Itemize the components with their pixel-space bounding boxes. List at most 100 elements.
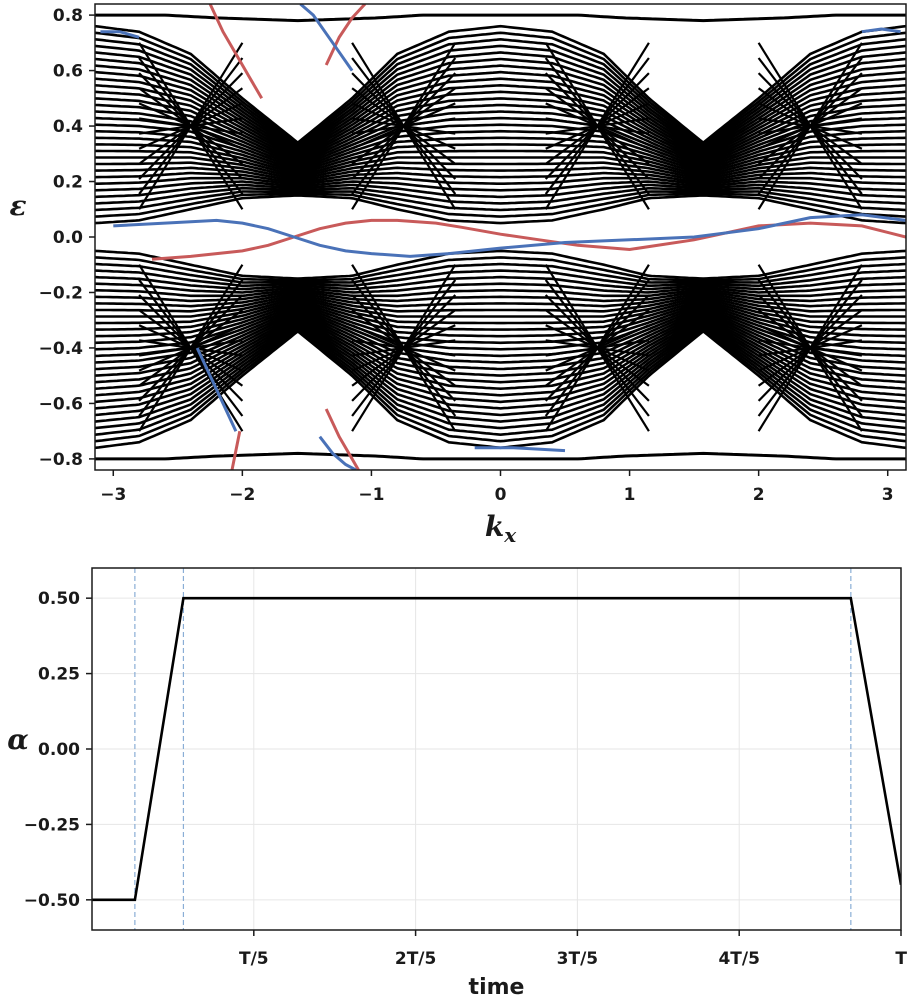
bulk-band xyxy=(95,166,906,183)
bulk-band xyxy=(95,149,906,178)
edge-state-blue-1 xyxy=(113,213,906,258)
ytick-label: 0.25 xyxy=(38,665,80,685)
ytick-label: 0.0 xyxy=(53,228,83,248)
bulk-band xyxy=(95,190,906,212)
crossing-band xyxy=(757,42,863,210)
edge-state-red-3 xyxy=(324,4,367,66)
bulk-band xyxy=(95,64,906,155)
ytick-label: −0.4 xyxy=(39,339,84,359)
band-structure-ylabel: ε xyxy=(9,189,26,222)
bulk-band xyxy=(95,44,906,150)
bulk-band xyxy=(95,103,906,166)
bulk-band xyxy=(95,312,906,384)
bulk-band xyxy=(95,314,906,391)
bulk-band xyxy=(95,321,906,417)
crossing-band xyxy=(544,42,650,210)
bulk-band xyxy=(95,319,906,410)
bulk-band xyxy=(95,156,906,180)
edge-state-blue-8 xyxy=(318,435,357,470)
bulk-band xyxy=(95,256,906,282)
bulk-band xyxy=(95,291,906,308)
alpha-time-ylabel: α xyxy=(7,723,29,756)
bulk-band xyxy=(95,97,906,164)
bulk-band xyxy=(95,24,906,145)
edge-state-blue-10 xyxy=(861,27,901,34)
band-structure-frame xyxy=(94,3,907,471)
band-structure-plot-area xyxy=(95,4,906,470)
bulk-band xyxy=(95,326,906,437)
crossing-band xyxy=(351,264,457,432)
edge-state-red-2 xyxy=(208,4,263,100)
bulk-band xyxy=(95,300,906,338)
bulk-band xyxy=(95,31,906,147)
alpha-time-plot-area xyxy=(92,596,901,902)
bulk-band xyxy=(95,301,906,345)
xtick-label: 3 xyxy=(882,485,894,505)
xtick-label: 4T/5 xyxy=(718,949,759,969)
alpha-series-line xyxy=(92,596,901,902)
bulk-band xyxy=(95,249,906,280)
xtick-label: 2T/5 xyxy=(395,949,436,969)
band-structure-ticks: −3 −2 −1 0 1 2 3 −0.8 −0.6 −0.4 −0.2 0.0 0.2 0.4 0.6 0.… xyxy=(39,6,894,505)
bulk-band xyxy=(95,310,906,377)
ytick-label: 0.2 xyxy=(53,173,83,193)
xtick-label: 2 xyxy=(753,485,765,505)
ytick-label: 0.8 xyxy=(53,6,83,26)
bulk-band xyxy=(95,90,906,162)
xtick-label: −2 xyxy=(229,485,255,505)
bulk-band xyxy=(95,180,906,192)
alpha-time-grid xyxy=(92,568,902,930)
bulk-band xyxy=(95,322,906,423)
xtick-label: −1 xyxy=(358,485,384,505)
xtick-label: T/5 xyxy=(239,949,269,969)
ytick-label: −0.50 xyxy=(24,891,80,911)
crossing-band xyxy=(757,264,863,432)
bulk-band xyxy=(95,327,906,443)
crossing-band xyxy=(138,264,244,432)
alpha-time-xlabel: time xyxy=(469,975,525,1000)
bulk-band xyxy=(95,315,906,397)
bulk-band xyxy=(95,129,906,173)
band-structure-panel: −3 −2 −1 0 1 2 3 −0.8 −0.6 −0.4 −0.2 0.0 0.2 0.4 0.6 0.… xyxy=(9,3,907,547)
ytick-label: −0.2 xyxy=(39,283,83,303)
alpha-time-panel: T/5 2T/5 3T/5 4T/5 T −0.50 −0.25 0.00 0.25 0.50 t… xyxy=(7,567,908,1000)
xtick-label: −3 xyxy=(100,485,126,505)
bulk-band xyxy=(95,171,906,185)
bulk-band xyxy=(95,275,906,291)
xtick-label: 1 xyxy=(624,485,636,505)
ytick-label: 0.00 xyxy=(38,740,80,760)
xtick-label: 0 xyxy=(495,485,507,505)
bulk-band xyxy=(95,51,906,152)
xtick-label: T xyxy=(895,949,907,969)
edge-state-blue-9 xyxy=(100,30,140,39)
bulk-band xyxy=(95,289,906,303)
crossing-band xyxy=(544,264,650,432)
alpha-time-ticks: T/5 2T/5 3T/5 4T/5 T −0.50 −0.25 0.00 0.25 0.50 xyxy=(24,589,908,969)
outermost-band xyxy=(95,451,906,461)
alpha-time-vlines xyxy=(134,568,852,930)
band-structure-xlabel: kx xyxy=(485,510,517,547)
bulk-band xyxy=(95,282,906,294)
ytick-label: 0.4 xyxy=(53,117,83,137)
bulk-band xyxy=(95,308,906,371)
ytick-label: 0.6 xyxy=(53,62,83,82)
bulk-band xyxy=(95,77,906,159)
ytick-label: −0.25 xyxy=(24,815,80,835)
bulk-band xyxy=(95,116,906,169)
bulk-band xyxy=(95,294,906,318)
bulk-band xyxy=(95,194,906,225)
bulk-band xyxy=(95,262,906,284)
crossing-band xyxy=(138,42,244,210)
bulk-band xyxy=(95,83,906,160)
edge-state-blue-11 xyxy=(474,446,566,453)
bulk-band xyxy=(95,296,906,325)
bulk-band xyxy=(95,183,906,199)
bulk-band xyxy=(95,305,906,358)
bulk-band xyxy=(95,37,906,148)
crossing-band xyxy=(351,42,457,210)
bulk-band xyxy=(95,307,906,364)
bulk-band xyxy=(95,192,906,218)
edge-state-blue-6 xyxy=(299,4,354,72)
edge-state-blue-7 xyxy=(195,347,238,432)
